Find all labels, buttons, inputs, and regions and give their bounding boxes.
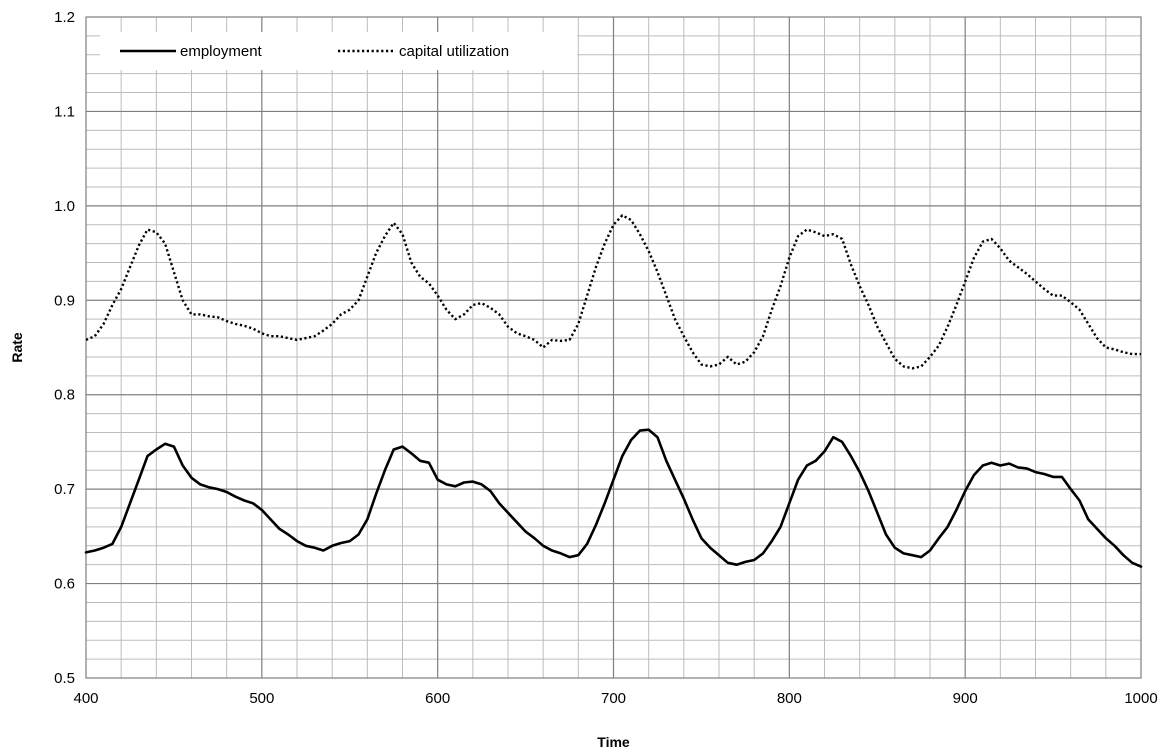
series-layer [84,214,1143,568]
y-tick-label: 1.1 [54,103,75,120]
y-tick-label: 0.7 [54,481,75,498]
y-tick-label: 1.0 [54,198,75,215]
y-tick-label: 1.2 [54,9,75,26]
series-line-employment [84,428,1143,568]
x-tick-label: 600 [425,690,450,707]
legend-label-capital-utilization: capital utilization [399,43,509,60]
plot-border [85,16,1142,679]
y-tick-label: 0.8 [54,387,75,404]
y-tick-label: 0.9 [54,292,75,309]
x-axis-tick-labels: 400 500 600 700 800 900 1000 [73,690,1157,707]
y-tick-label: 0.5 [54,670,75,687]
legend-label-employment: employment [180,43,263,60]
y-axis-tick-labels: 0.5 0.6 0.7 0.8 0.9 1.0 1.1 1.2 [54,9,75,687]
x-tick-label: 400 [73,690,98,707]
y-tick-label: 0.6 [54,576,75,593]
major-gridlines [86,17,1141,678]
x-tick-label: 1000 [1124,690,1157,707]
x-tick-label: 800 [777,690,802,707]
x-axis-title: Time [597,734,630,750]
y-axis-title: Rate [9,332,25,363]
x-tick-label: 500 [249,690,274,707]
legend: employment capital utilization [100,32,577,70]
series-line-capital-utilization [85,214,1141,370]
plot-area [85,16,1142,679]
x-tick-label: 900 [953,690,978,707]
x-tick-label: 700 [601,690,626,707]
